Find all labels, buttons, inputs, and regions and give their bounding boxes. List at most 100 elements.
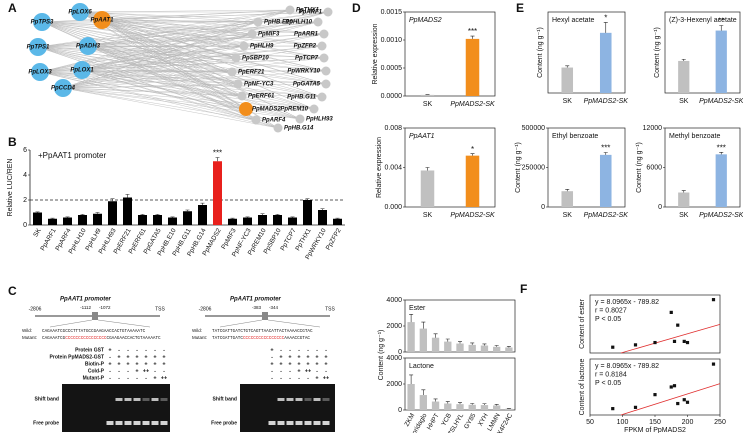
edge <box>37 46 301 120</box>
node <box>319 53 329 63</box>
binding-site <box>262 312 268 320</box>
panel-label: A <box>8 1 17 15</box>
bar <box>599 154 612 207</box>
lane-sign: - <box>118 375 120 381</box>
point <box>682 398 686 402</box>
lane-sign: - <box>325 368 327 374</box>
panel-label: F <box>520 282 527 296</box>
fit-line <box>620 383 721 416</box>
edge <box>62 83 327 89</box>
lane-sign: + <box>297 354 300 360</box>
bar <box>138 215 147 225</box>
bar <box>123 197 132 225</box>
seq-part: CCCCCCCCCCCCCCCC <box>65 336 107 341</box>
error-bar <box>445 401 450 404</box>
node-label: PpARF4 <box>262 118 286 124</box>
edge <box>39 71 239 85</box>
lane-sign: - <box>307 375 309 381</box>
free-band <box>115 421 123 425</box>
y-axis-label: Relative LUC/REN <box>7 159 14 217</box>
node-label: PpERF61 <box>248 94 275 100</box>
band-label: Free probe <box>211 420 237 426</box>
edge <box>81 69 247 110</box>
node <box>231 53 241 63</box>
row-label: Biotin-P <box>85 361 105 367</box>
lane-sign: + <box>162 354 165 360</box>
bar <box>273 215 282 225</box>
edge <box>62 33 325 89</box>
lane-sign: - <box>145 375 147 381</box>
lane-sign: - <box>109 354 111 360</box>
edge <box>39 71 257 121</box>
lane-sign: + <box>297 368 300 374</box>
error-bar <box>35 211 40 213</box>
bar <box>33 212 42 225</box>
lane-sign: + <box>135 368 138 374</box>
lane-sign: - <box>154 347 156 353</box>
y-tick-label: 0 <box>398 349 402 356</box>
lane-sign: - <box>298 347 300 353</box>
lane-sign: + <box>297 361 300 367</box>
bar <box>420 170 435 207</box>
bar <box>198 205 207 225</box>
lane-sign: - <box>325 347 327 353</box>
y-tick-label: 0 <box>658 204 662 211</box>
lane-sign: - <box>145 347 147 353</box>
y-tick-label: 2000 <box>386 323 402 330</box>
lane-sign: + <box>315 375 318 381</box>
free-band <box>160 421 168 425</box>
error-bar <box>681 58 686 61</box>
lane-sign: - <box>136 347 138 353</box>
significance: *** <box>213 149 222 158</box>
shift-band <box>286 398 294 401</box>
edge <box>87 21 259 47</box>
edge <box>62 21 259 89</box>
promoter-start: -2806 <box>199 306 212 312</box>
error-bar <box>565 189 570 192</box>
chart-title: Ethyl benzoate <box>552 133 598 140</box>
y-tick-label: 2000 <box>386 381 402 388</box>
edge <box>87 45 327 85</box>
x-tick-label: 50 <box>586 419 594 426</box>
edge <box>62 45 245 89</box>
free-band <box>268 421 276 425</box>
node <box>323 7 333 17</box>
edge <box>62 45 323 89</box>
shift-band <box>322 398 330 401</box>
significance: *** <box>468 27 477 36</box>
edge <box>62 21 319 89</box>
node-label: PpCCD4 <box>51 86 76 92</box>
edge <box>39 57 237 73</box>
lane-sign: + <box>279 361 282 367</box>
error-bar <box>185 209 190 212</box>
error-bar <box>230 217 235 219</box>
y-axis-label: Content (ng g⁻¹) <box>654 27 661 78</box>
error-bar <box>320 208 325 210</box>
error-bar <box>200 202 205 205</box>
node <box>321 79 331 89</box>
bar <box>213 161 222 225</box>
error-bar <box>494 345 499 347</box>
lane-sign: - <box>298 375 300 381</box>
node-label: PpERF21 <box>238 70 265 76</box>
chart-title: Hexyl acetate <box>552 17 595 24</box>
bar <box>420 94 435 96</box>
point <box>711 362 716 366</box>
mutant-seq: TATCGATTGATCCCCCCCCCCCCCCCCCAAAACCGTAC <box>212 336 310 341</box>
node-label: PpHLH9 <box>250 44 274 50</box>
shift-band <box>133 398 141 401</box>
bar <box>78 215 87 225</box>
edge <box>41 21 279 129</box>
x-tick-label: SK <box>563 98 573 105</box>
significance: * <box>604 14 607 23</box>
node <box>93 11 111 29</box>
shift-band <box>304 398 312 401</box>
edge <box>41 21 325 59</box>
node <box>317 41 327 51</box>
edge <box>81 69 327 85</box>
edge <box>101 9 291 21</box>
free-band <box>142 421 150 425</box>
x-tick-label: SK <box>679 98 689 105</box>
bar <box>480 345 489 352</box>
edge <box>81 69 257 121</box>
